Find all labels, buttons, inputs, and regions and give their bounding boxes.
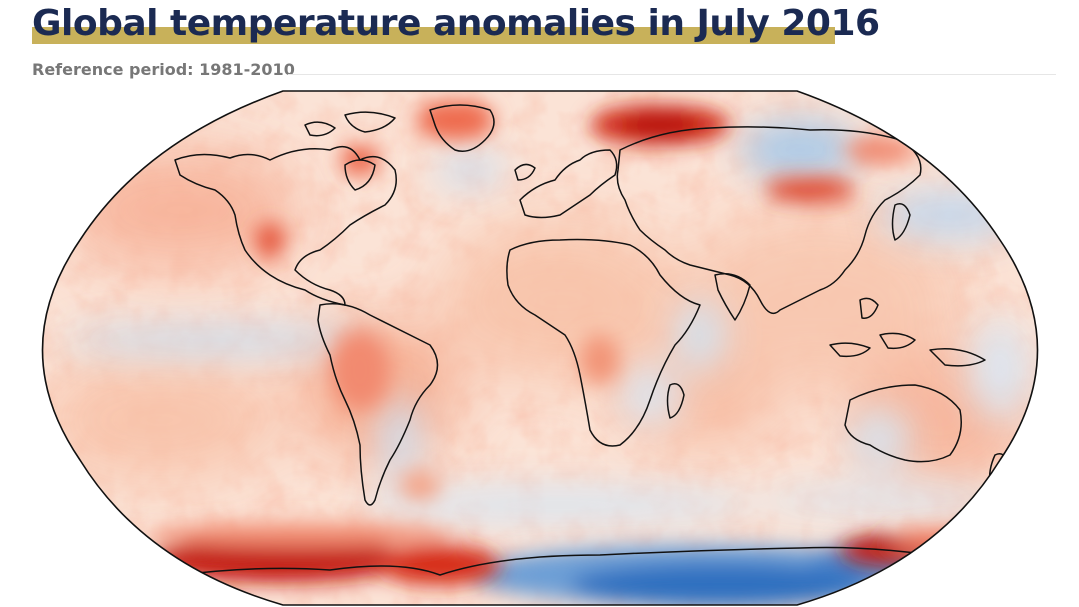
subtitle-divider — [288, 74, 1056, 75]
world-map — [0, 84, 1079, 607]
globe-outline — [41, 90, 1039, 606]
title-highlight — [32, 27, 835, 44]
title-block: Global temperature anomalies in July 201… — [32, 2, 880, 46]
anomaly-field — [42, 91, 1038, 605]
reference-period-subtitle: Reference period: 1981-2010 — [32, 60, 295, 79]
anomaly-map-svg — [41, 90, 1039, 606]
coastlines — [174, 104, 1009, 576]
page-title: Global temperature anomalies in July 201… — [32, 3, 880, 44]
